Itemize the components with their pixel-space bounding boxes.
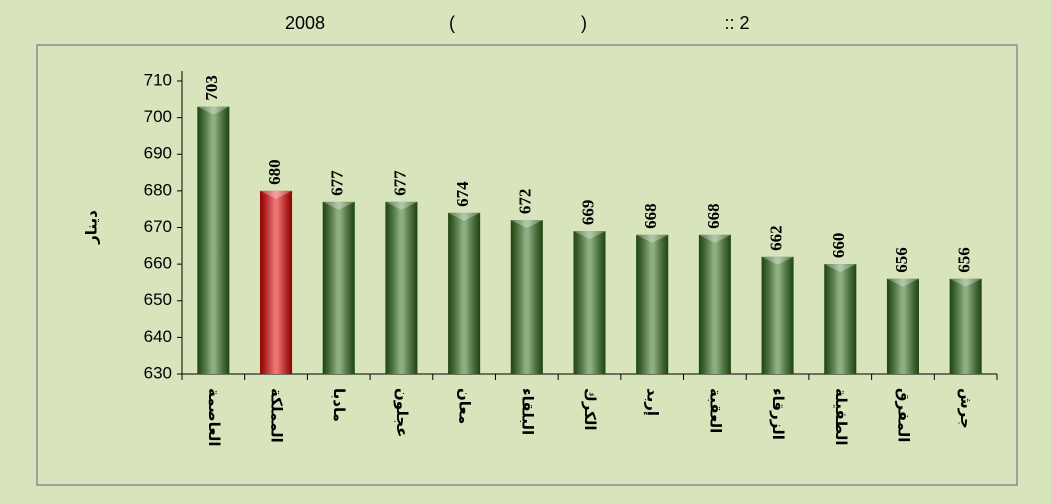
x-tick-label: العقبة [706,388,724,433]
value-label: 677 [328,170,347,196]
bar-cap [886,278,919,287]
value-label: 677 [390,170,409,196]
bar-shine [510,220,543,374]
bar-shine [886,278,919,374]
chart-title: 2008 [285,13,325,33]
chart-title: ( [449,13,455,33]
bar-shine [573,231,606,374]
x-tick-label: المملكة [268,388,286,443]
bar-cap [260,190,293,199]
value-label: 656 [955,247,974,273]
value-label: 703 [202,75,221,101]
bar-cap [949,278,982,287]
y-tick-label: 710 [144,70,172,89]
bar-cap [824,264,857,273]
bar-cap [197,106,230,115]
bar-shine [197,106,230,374]
value-label: 656 [892,247,911,273]
value-label: 669 [578,200,597,226]
bar-cap [448,212,481,221]
y-axis-label: دينار [83,210,101,245]
bar-cap [636,234,669,243]
bar-cap [761,256,794,265]
x-tick-label: المفرق [894,388,912,442]
bar-shine [698,234,731,374]
x-tick-label: جرش [957,388,975,429]
bar-shine [385,201,418,374]
bar-shine [824,264,857,374]
y-tick-label: 630 [144,363,172,382]
bar-cap [322,201,355,210]
bar-shine [761,256,794,374]
value-label: 672 [516,189,535,215]
x-tick-label: مادبا [330,388,348,422]
value-label: 660 [829,233,848,259]
bar-cap [385,201,418,210]
value-label: 674 [453,181,472,207]
x-tick-label: إربد [644,388,662,416]
y-tick-label: 680 [144,180,172,199]
bar-cap [510,220,543,229]
value-label: 668 [704,203,723,229]
x-tick-label: الطفيلة [832,388,850,446]
x-tick-label: عجلون [393,388,411,437]
x-tick-label: معان [456,388,474,424]
x-tick-label: الزرقاء [769,388,787,440]
bar-shine [322,201,355,374]
x-tick-label: العاصمة [205,388,223,447]
bar-shine [260,190,293,374]
bar-cap [573,231,606,240]
x-tick-label: الكرك [581,388,599,431]
value-label: 680 [265,159,284,185]
bar-shine [949,278,982,374]
bar-shine [448,212,481,374]
value-label: 662 [766,225,785,251]
chart-title: :: 2 [724,13,749,33]
y-tick-label: 650 [144,290,172,309]
x-tick-label: البلقاء [518,388,536,435]
value-label: 668 [641,203,660,229]
bar-shine [636,234,669,374]
chart-title: ) [581,13,587,33]
y-tick-label: 670 [144,217,172,236]
y-tick-label: 690 [144,144,172,163]
y-tick-label: 700 [144,107,172,126]
y-tick-label: 660 [144,254,172,273]
y-tick-label: 640 [144,327,172,346]
bar-cap [698,234,731,243]
